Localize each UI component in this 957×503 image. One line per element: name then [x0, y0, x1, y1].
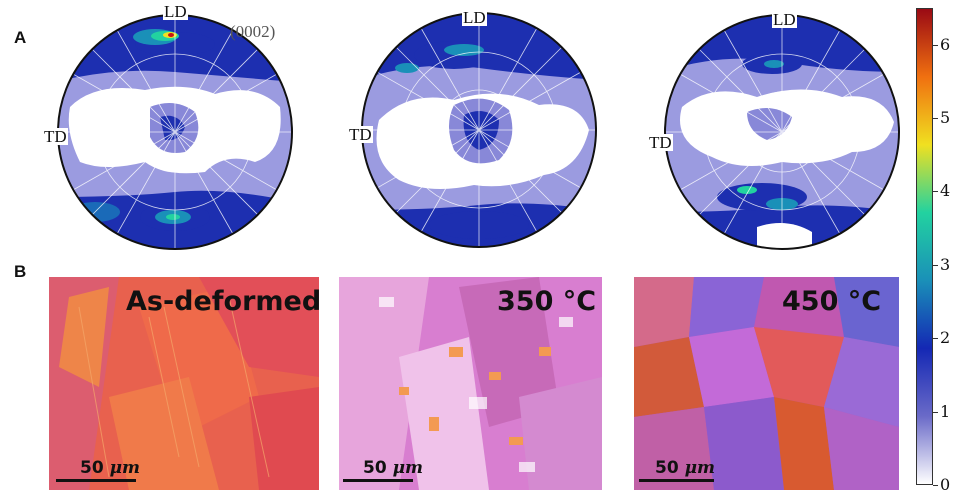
pf3-td-label: TD [648, 133, 673, 152]
pole-figure-as-deformed [55, 12, 295, 252]
colorbar [916, 8, 933, 485]
colorbar-tick [933, 44, 938, 46]
panel-label-b: B [14, 262, 27, 281]
colorbar-tick-label: 6 [940, 34, 951, 54]
colorbar-tick [933, 411, 938, 413]
panel-label-a: A [14, 28, 27, 47]
colorbar-tick [933, 264, 938, 266]
colorbar-tick-label: 5 [940, 108, 951, 128]
micrograph-450 [634, 277, 899, 490]
micrograph-title-as-deformed: As-deformed [126, 286, 322, 317]
pole-figure-450 [662, 12, 902, 252]
pf1-plane-label: (0002) [230, 22, 276, 41]
scale-bar-2 [343, 479, 413, 482]
colorbar-tick-label: 0 [940, 475, 951, 494]
colorbar-tick [933, 485, 938, 486]
pf2-td-label: TD [348, 125, 373, 144]
scale-label-1: 50 μm [80, 458, 141, 478]
colorbar-tick-label: 2 [940, 328, 951, 348]
pole-figure-350 [359, 10, 599, 250]
pf1-td-label: TD [43, 127, 68, 146]
micrograph-350 [339, 277, 602, 490]
pf2-ld-label: LD [462, 8, 487, 27]
colorbar-tick-label: 1 [940, 401, 951, 421]
colorbar-tick [933, 191, 938, 193]
scale-label-3: 50 μm [655, 458, 716, 478]
micrograph-title-350: 350 °C [497, 286, 597, 317]
pf3-ld-label: LD [772, 10, 797, 29]
scale-bar-1 [56, 479, 136, 482]
pf1-ld-label: LD [163, 2, 188, 21]
scale-label-2: 50 μm [363, 458, 424, 478]
colorbar-tick [933, 338, 938, 340]
micrograph-as-deformed [49, 277, 319, 490]
colorbar-tick [933, 118, 938, 120]
micrograph-title-450: 450 °C [782, 286, 882, 317]
scale-bar-3 [639, 479, 714, 482]
colorbar-tick-label: 4 [940, 181, 951, 201]
colorbar-tick-label: 3 [940, 254, 951, 274]
